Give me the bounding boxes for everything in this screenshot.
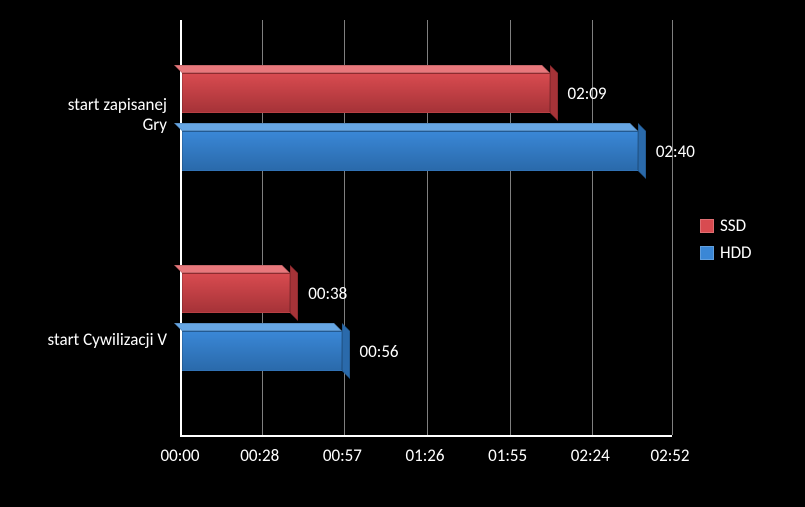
- bar-ssd: [182, 65, 550, 113]
- chart-container: 02:0902:4000:3800:56 start zapisanejGrys…: [0, 0, 805, 507]
- legend-swatch: [700, 246, 714, 260]
- x-tick-label: 00:57: [323, 445, 362, 466]
- legend-item: HDD: [700, 242, 752, 263]
- category-label: start Cywilizacji V: [7, 330, 167, 350]
- x-tick-label: 01:55: [488, 445, 527, 466]
- value-label: 02:40: [656, 141, 695, 162]
- legend-text: SSD: [720, 215, 746, 236]
- bar-hdd: [182, 323, 342, 371]
- value-label: 00:56: [360, 341, 399, 362]
- plot-area: 02:0902:4000:3800:56: [180, 20, 672, 437]
- legend-item: SSD: [700, 215, 752, 236]
- bar-hdd: [182, 123, 638, 171]
- category-label: start zapisanejGry: [7, 95, 167, 134]
- category-label-line: Gry: [7, 115, 167, 135]
- value-label: 00:38: [308, 283, 347, 304]
- gridline: [672, 20, 673, 435]
- x-tick-label: 00:28: [240, 445, 279, 466]
- category-label-line: start Cywilizacji V: [7, 330, 167, 350]
- x-tick-label: 02:24: [571, 445, 610, 466]
- value-label: 02:09: [568, 83, 607, 104]
- bar-ssd: [182, 265, 290, 313]
- legend-swatch: [700, 219, 714, 233]
- x-tick-label: 01:26: [405, 445, 444, 466]
- category-label-line: start zapisanej: [7, 95, 167, 115]
- x-tick-label: 02:52: [650, 445, 689, 466]
- legend-text: HDD: [720, 242, 752, 263]
- legend: SSD HDD: [700, 215, 752, 269]
- x-tick-label: 00:00: [160, 445, 199, 466]
